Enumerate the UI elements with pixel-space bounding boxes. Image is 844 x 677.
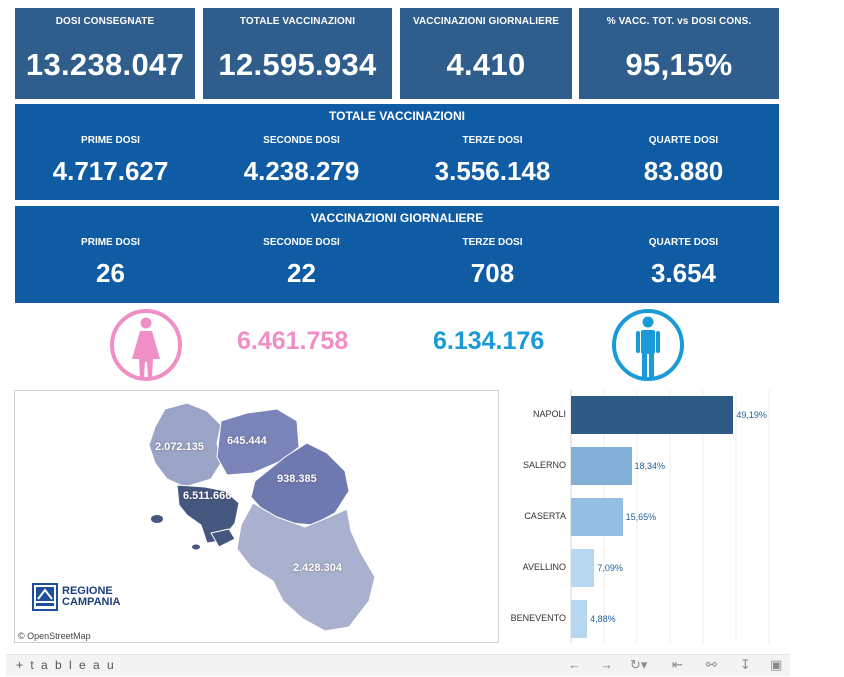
undo-icon[interactable]: ← (568, 657, 581, 672)
campania-map[interactable]: 2.072.135 645.444 938.385 6.511.666 2.42… (14, 390, 499, 643)
totale-prime-dosi: PRIME DOSI 4.717.627 (15, 104, 206, 187)
male-figure-icon (612, 309, 684, 381)
campania-emblem-icon (32, 583, 58, 611)
revert-icon[interactable]: ↻▾ (630, 657, 648, 672)
male-vaccinations-value: 6.134.176 (433, 327, 545, 355)
giornaliere-quarte-dosi: QUARTE DOSI 3.654 (588, 206, 779, 289)
fullscreen-icon[interactable]: ▣ (770, 657, 783, 672)
kpi-label: TOTALE VACCINAZIONI (239, 16, 356, 27)
kpi-label: DOSI CONSEGNATE (55, 16, 155, 27)
giornaliere-seconde-dosi: SECONDE DOSI 22 (206, 206, 397, 289)
dose-value: 3.654 (650, 258, 717, 288)
map-attribution[interactable]: © OpenStreetMap (18, 631, 91, 641)
logo-line2: CAMPANIA (62, 596, 121, 608)
bar-row-avellino[interactable]: AVELLINO 7,09% (500, 549, 790, 587)
tableau-logo[interactable]: + t a b l e a u (16, 658, 116, 672)
dose-value: 22 (287, 258, 316, 288)
dose-value: 4.717.627 (52, 156, 169, 186)
bar-row-salerno[interactable]: SALERNO 18,34% (500, 447, 790, 485)
reset-icon[interactable]: ⇤ (672, 657, 683, 672)
value-label: 4,88% (590, 614, 616, 624)
kpi-percentuale-vaccinati: % VACC. TOT. vs DOSI CONS. 95,15% (579, 8, 779, 99)
dose-label: QUARTE DOSI (648, 237, 719, 248)
category-label: SALERNO (522, 460, 566, 470)
salerno-value: 2.428.304 (293, 562, 342, 574)
kpi-value: 95,15% (625, 47, 733, 82)
dose-value: 83.880 (643, 156, 724, 186)
bar-row-benevento[interactable]: BENEVENTO 4,88% (500, 600, 790, 638)
totale-seconde-dosi: SECONDE DOSI 4.238.279 (206, 104, 397, 187)
bar[interactable] (571, 447, 632, 485)
province-salerno (236, 502, 376, 632)
value-label: 7,09% (597, 563, 623, 573)
dose-value: 708 (470, 258, 515, 288)
value-label: 49,19% (736, 410, 767, 420)
totale-quarte-dosi: QUARTE DOSI 83.880 (588, 104, 779, 187)
dose-label: PRIME DOSI (81, 237, 140, 248)
dose-value: 26 (96, 258, 125, 288)
kpi-totale-vaccinazioni: TOTALE VACCINAZIONI 12.595.934 (203, 8, 392, 99)
share-icon[interactable]: ⚯ (706, 657, 717, 672)
kpi-label: % VACC. TOT. vs DOSI CONS. (606, 16, 752, 27)
caserta-value: 2.072.135 (155, 441, 204, 453)
avellino-value: 938.385 (277, 473, 317, 485)
dose-label: QUARTE DOSI (648, 135, 719, 146)
province-bar-chart: NAPOLI 49,19% SALERNO 18,34% CASERTA 15,65% AV… (500, 390, 790, 643)
regione-campania-logo: REGIONE CAMPANIA (32, 583, 120, 611)
dose-value: 4.238.279 (243, 156, 360, 186)
band-title: VACCINAZIONI GIORNALIERE (310, 211, 484, 225)
tableau-footer-toolbar: + t a b l e a u ← → ↻▾ ⇤ ⚯ ↧ ▣ (6, 654, 790, 676)
bar[interactable] (571, 396, 734, 434)
kpi-value: 12.595.934 (218, 47, 377, 82)
category-label: AVELLINO (522, 562, 566, 572)
category-label: CASERTA (524, 511, 566, 521)
bar[interactable] (571, 549, 595, 587)
bar[interactable] (571, 600, 588, 638)
bar-row-caserta[interactable]: CASERTA 15,65% (500, 498, 790, 536)
giornaliere-prime-dosi: PRIME DOSI 26 (15, 206, 206, 289)
logo-line1: REGIONE (62, 585, 113, 597)
dose-label: TERZE DOSI (462, 135, 523, 146)
kpi-value: 4.410 (446, 47, 526, 82)
dose-value: 3.556.148 (434, 156, 551, 186)
bar-row-napoli[interactable]: NAPOLI 49,19% (500, 396, 790, 434)
category-label: BENEVENTO (510, 613, 566, 623)
totale-terze-dosi: TERZE DOSI 3.556.148 (397, 104, 588, 187)
category-label: NAPOLI (532, 409, 566, 419)
vaccinazioni-giornaliere-band: VACCINAZIONI GIORNALIERE PRIME DOSI 26 S… (15, 206, 779, 303)
province-caserta (148, 402, 222, 488)
totale-vaccinazioni-band: TOTALE VACCINAZIONI PRIME DOSI 4.717.627… (15, 104, 779, 200)
dose-label: SECONDE DOSI (263, 135, 340, 146)
island-ischia (151, 515, 163, 523)
female-figure-icon (110, 309, 182, 381)
bar[interactable] (571, 498, 623, 536)
province-map-shapes[interactable] (15, 391, 499, 643)
redo-icon[interactable]: → (600, 657, 613, 672)
napoli-value: 6.511.666 (183, 490, 232, 502)
kpi-label: VACCINAZIONI GIORNALIERE (412, 16, 560, 27)
benevento-value: 645.444 (227, 435, 267, 447)
value-label: 18,34% (634, 461, 666, 471)
giornaliere-terze-dosi: TERZE DOSI 708 (397, 206, 588, 289)
band-title: TOTALE VACCINAZIONI (329, 109, 465, 123)
value-label: 15,65% (625, 512, 657, 522)
dose-label: SECONDE DOSI (263, 237, 340, 248)
kpi-vaccinazioni-giornaliere: VACCINAZIONI GIORNALIERE 4.410 (400, 8, 572, 99)
dose-label: TERZE DOSI (462, 237, 523, 248)
island-capri (192, 544, 200, 550)
province-napoli-coast (210, 528, 236, 548)
kpi-dosi-consegnate: DOSI CONSEGNATE 13.238.047 (15, 8, 195, 99)
female-vaccinations-value: 6.461.758 (237, 327, 349, 355)
download-icon[interactable]: ↧ (740, 657, 751, 672)
kpi-value: 13.238.047 (25, 47, 185, 82)
dose-label: PRIME DOSI (81, 135, 140, 146)
